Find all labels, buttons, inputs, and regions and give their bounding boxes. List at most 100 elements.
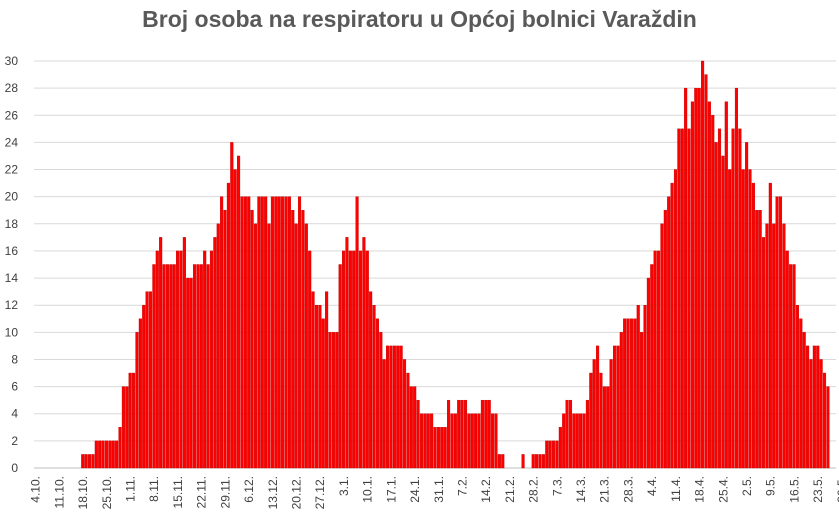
bar [565, 399, 569, 469]
bar [552, 440, 556, 469]
bar [592, 359, 596, 469]
bar [687, 128, 691, 469]
bar [443, 427, 447, 469]
bar [653, 250, 657, 469]
bar [609, 359, 613, 469]
bar [579, 413, 583, 469]
bar [314, 305, 319, 469]
bar [176, 250, 180, 469]
bar [545, 440, 549, 469]
bar [179, 250, 183, 469]
bar [670, 182, 674, 469]
bar [155, 250, 159, 469]
bar [199, 264, 203, 469]
bar [250, 210, 254, 469]
bar [816, 345, 820, 469]
x-tick-label: 4.4. [645, 476, 659, 496]
bar [216, 223, 220, 469]
bar [450, 413, 454, 469]
bar [84, 454, 88, 469]
bar [480, 399, 484, 469]
bar [348, 250, 352, 469]
bar [623, 318, 627, 469]
bar [311, 291, 315, 469]
y-tick-label: 16 [5, 244, 19, 258]
bar [501, 454, 505, 469]
bar [338, 264, 342, 469]
bar [440, 427, 444, 469]
x-tick-label: 23.5. [811, 476, 825, 503]
bar [148, 291, 153, 469]
bar [704, 74, 708, 469]
bar [392, 345, 396, 469]
bar [206, 264, 210, 469]
x-tick-label: 31.1. [432, 476, 446, 503]
bar [721, 155, 725, 469]
bar [677, 128, 681, 469]
bar [487, 399, 491, 469]
x-tick-label: 8.11. [147, 476, 161, 502]
bar [650, 264, 654, 469]
bar [416, 399, 420, 469]
bar [755, 210, 759, 469]
y-tick-label: 8 [11, 352, 18, 366]
bar [782, 223, 786, 469]
bar [474, 413, 478, 469]
bar [535, 454, 539, 469]
bar [413, 386, 417, 469]
bar [707, 101, 711, 469]
bars [81, 60, 830, 469]
bar [646, 277, 650, 469]
x-tick-label: 18.4. [693, 476, 707, 503]
bar [602, 386, 606, 469]
bar [748, 169, 752, 469]
bar [826, 386, 830, 469]
bar [91, 454, 95, 469]
x-tick-label: 6.12. [242, 476, 256, 503]
bar [121, 386, 125, 469]
bar [260, 196, 264, 469]
bar [643, 305, 647, 469]
bar [284, 196, 288, 469]
y-tick-label: 20 [5, 190, 19, 204]
x-tick-label: 14.2. [479, 476, 493, 503]
bar [819, 359, 823, 469]
bar [352, 250, 356, 469]
bar [223, 210, 227, 469]
bar [799, 318, 803, 469]
bar [294, 223, 298, 469]
bar [619, 332, 623, 469]
bar [589, 372, 593, 469]
x-tick-label: 1.11. [124, 476, 138, 502]
bar [355, 196, 359, 469]
bar [101, 440, 105, 469]
bar [728, 169, 732, 469]
bar [467, 413, 471, 469]
x-tick-label: 20.12. [289, 476, 303, 509]
bar [118, 427, 122, 469]
y-tick-label: 14 [5, 271, 19, 285]
bar [497, 454, 501, 469]
bar [247, 196, 251, 469]
bar [240, 196, 244, 469]
bar [196, 264, 200, 469]
bar [382, 359, 386, 469]
y-tick-label: 18 [5, 217, 19, 231]
y-tick-label: 4 [11, 407, 18, 421]
x-tick-label: 28.3. [621, 476, 635, 503]
bar [484, 399, 488, 469]
bar [375, 318, 379, 469]
bar [189, 277, 193, 469]
bar [152, 264, 156, 469]
bar [426, 413, 430, 469]
bar [304, 223, 308, 469]
bar [287, 196, 291, 469]
bar [169, 264, 173, 469]
bar [809, 359, 813, 469]
bar [281, 196, 285, 469]
bar [308, 250, 312, 469]
bar [494, 413, 498, 469]
bar [331, 332, 335, 469]
bar [274, 196, 278, 469]
bar [555, 440, 559, 469]
